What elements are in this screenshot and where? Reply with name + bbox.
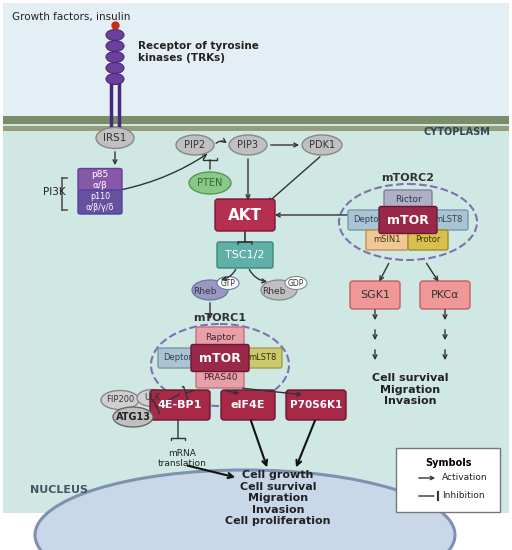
Text: Symbols: Symbols [425,458,471,468]
FancyBboxPatch shape [196,368,244,388]
Text: mSIN1: mSIN1 [373,235,401,245]
Text: mTOR: mTOR [199,351,241,365]
FancyBboxPatch shape [217,242,273,268]
Text: Cell survival
Migration
Invasion: Cell survival Migration Invasion [372,373,448,406]
FancyBboxPatch shape [348,210,388,230]
Ellipse shape [137,389,167,406]
Ellipse shape [217,277,239,289]
Ellipse shape [189,172,231,194]
Ellipse shape [302,135,342,155]
Text: PTEN: PTEN [197,178,223,188]
Ellipse shape [106,52,124,63]
FancyBboxPatch shape [191,344,249,371]
Text: PRAS40: PRAS40 [203,373,237,382]
Text: ULK: ULK [144,393,160,403]
Text: Protor: Protor [415,235,441,245]
Text: Inhibition: Inhibition [442,492,485,500]
Bar [3,118,509,513]
Text: Raptor: Raptor [205,333,235,342]
Text: NUCLEUS: NUCLEUS [30,485,88,495]
Ellipse shape [176,135,214,155]
FancyBboxPatch shape [384,190,432,210]
Ellipse shape [96,128,134,148]
Ellipse shape [106,41,124,52]
Bar [3,116,509,124]
Ellipse shape [285,277,307,289]
Text: GTP: GTP [221,278,236,288]
FancyBboxPatch shape [350,281,400,309]
Text: PKCα: PKCα [431,290,459,300]
Text: p85
α/β: p85 α/β [91,170,109,190]
Text: P70S6K1: P70S6K1 [290,400,342,410]
Bar [3,3,509,118]
Text: Receptor of tyrosine
kinases (TRKs): Receptor of tyrosine kinases (TRKs) [138,41,259,63]
Text: AKT: AKT [228,207,262,223]
FancyBboxPatch shape [366,230,408,250]
Text: PIP2: PIP2 [184,140,205,150]
FancyBboxPatch shape [150,390,210,420]
FancyBboxPatch shape [221,390,275,420]
FancyBboxPatch shape [78,190,122,214]
Text: CYTOPLASM: CYTOPLASM [423,127,490,137]
FancyBboxPatch shape [196,327,244,347]
FancyBboxPatch shape [396,448,500,512]
Ellipse shape [35,470,455,550]
Text: Rheb: Rheb [262,288,286,296]
FancyBboxPatch shape [379,206,437,234]
Text: Activation: Activation [442,474,487,482]
Text: TSC1/2: TSC1/2 [225,250,265,260]
Ellipse shape [192,280,228,300]
Text: p110
α/β/γ/δ: p110 α/β/γ/δ [86,192,114,212]
FancyBboxPatch shape [420,281,470,309]
Text: Rictor: Rictor [395,195,421,205]
Text: mTORC2: mTORC2 [381,173,435,183]
Text: eIF4E: eIF4E [231,400,265,410]
Text: ATG13: ATG13 [116,412,151,422]
Text: PIP3: PIP3 [238,140,259,150]
Text: mTORC1: mTORC1 [194,313,246,323]
Text: Deptor: Deptor [353,216,382,224]
Text: PDK1: PDK1 [309,140,335,150]
Ellipse shape [106,74,124,85]
Text: 4E-BP1: 4E-BP1 [158,400,202,410]
Text: Rheb: Rheb [194,288,217,296]
Text: mLST8: mLST8 [434,216,462,224]
FancyBboxPatch shape [158,348,198,368]
FancyBboxPatch shape [408,230,448,250]
Text: Growth factors, insulin: Growth factors, insulin [12,12,131,22]
Text: mTOR: mTOR [387,213,429,227]
Ellipse shape [261,280,297,300]
FancyBboxPatch shape [215,199,275,231]
FancyBboxPatch shape [78,168,122,191]
FancyBboxPatch shape [286,390,346,420]
Ellipse shape [101,390,139,410]
Text: Deptor: Deptor [163,354,193,362]
Ellipse shape [106,63,124,74]
Text: mRNA
translation: mRNA translation [158,449,206,469]
Ellipse shape [113,407,153,427]
FancyBboxPatch shape [428,210,468,230]
Text: mLST8: mLST8 [248,354,276,362]
Text: FIP200: FIP200 [106,395,134,404]
Text: GDP: GDP [288,278,304,288]
FancyBboxPatch shape [242,348,282,368]
Ellipse shape [229,135,267,155]
Text: IRS1: IRS1 [103,133,126,143]
Text: Cell growth
Cell survival
Migration
Invasion
Cell proliferation: Cell growth Cell survival Migration Inva… [225,470,331,526]
Text: PI3K: PI3K [43,187,66,197]
Text: SGK1: SGK1 [360,290,390,300]
Bar [3,126,509,131]
Ellipse shape [106,30,124,41]
